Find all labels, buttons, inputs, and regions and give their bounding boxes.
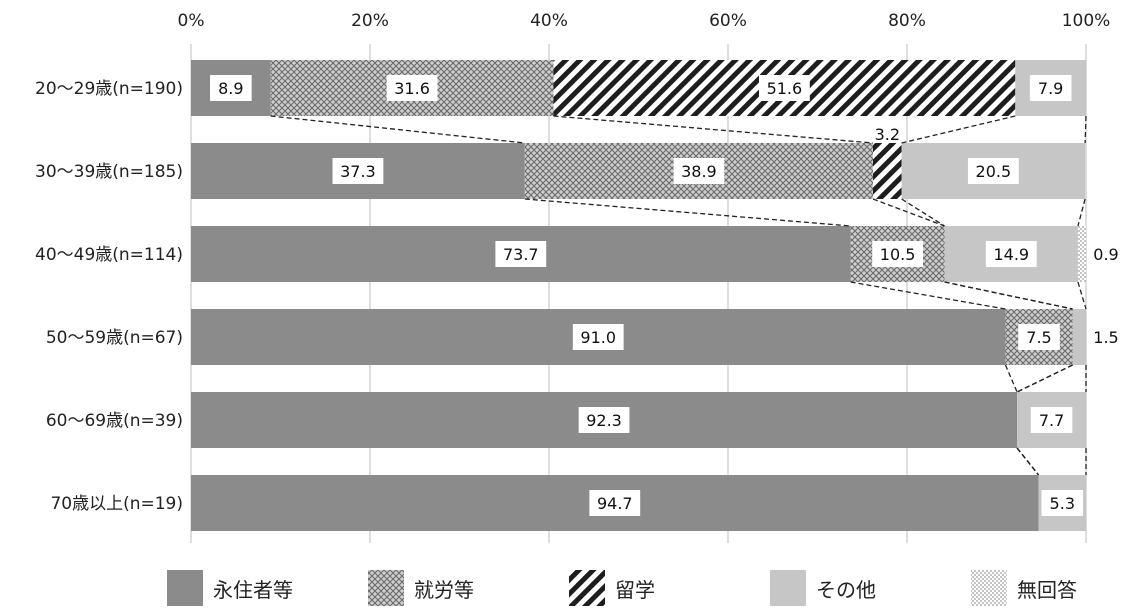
connector-line [1084, 115, 1087, 144]
data-label: 14.9 [993, 245, 1029, 264]
legend-label: 就労等 [414, 578, 474, 602]
category-labels: 20～29歳(n=190) 30～39歳(n=185) 40～49歳(n=114) 5… [35, 79, 183, 514]
connector-line [1077, 281, 1087, 310]
connector-line [270, 115, 525, 144]
bar-segment [1077, 226, 1086, 282]
data-label-box [1041, 490, 1084, 516]
legend-label: 留学 [615, 578, 655, 602]
data-label: 0.9 [1093, 245, 1118, 264]
data-label: 51.6 [767, 79, 803, 98]
data-label-box [872, 241, 924, 267]
data-label-box [495, 241, 547, 267]
connector-line [944, 281, 1073, 310]
data-label: 92.3 [586, 411, 622, 430]
category-label: 70歳以上(n=19) [50, 494, 183, 514]
legend-label: その他 [816, 578, 876, 602]
data-label-box [758, 75, 810, 101]
x-tick-label: 80% [888, 11, 926, 31]
data-label: 73.7 [503, 245, 539, 264]
data-label: 10.5 [880, 245, 916, 264]
connector-line [524, 198, 851, 227]
series-connector-lines [270, 115, 1087, 476]
category-label: 20～29歳(n=190) [35, 79, 183, 99]
category-label: 60～69歳(n=39) [46, 411, 183, 431]
legend-label: 無回答 [1017, 578, 1077, 602]
category-label: 50～59歳(n=67) [46, 328, 183, 348]
data-label: 31.6 [394, 79, 430, 98]
x-tick-label: 0% [178, 11, 205, 31]
data-label: 94.7 [597, 494, 633, 513]
data-label: 7.5 [1026, 328, 1051, 347]
data-label: 7.9 [1038, 79, 1063, 98]
connector-line [850, 281, 1006, 310]
category-label: 40～49歳(n=114) [35, 245, 183, 265]
data-labels: 8.9 31.6 51.6 7.9 37.3 38.9 3.2 20.5 73.7 10.5 14.… [210, 75, 1119, 516]
data-label-box [210, 75, 252, 101]
data-label-box [985, 241, 1037, 267]
data-label: 3.2 [875, 125, 900, 144]
bar-segment [872, 143, 902, 199]
data-label: 1.5 [1093, 328, 1118, 347]
data-label-box [572, 324, 624, 350]
gridlines [190, 44, 1087, 543]
legend-swatch [770, 570, 806, 606]
x-axis-ticks: 0% 20% 40% 60% 80% 100% [178, 11, 1111, 31]
x-tick-label: 60% [709, 11, 747, 31]
data-label-box [673, 158, 725, 184]
legend-swatch [368, 570, 404, 606]
connector-line [872, 198, 945, 227]
connector-line [901, 115, 1016, 144]
data-label-box [967, 158, 1019, 184]
x-tick-label: 20% [351, 11, 389, 31]
data-label: 91.0 [580, 328, 616, 347]
connector-line [1004, 364, 1018, 393]
data-label: 38.9 [681, 162, 717, 181]
legend-label: 永住者等 [213, 578, 293, 602]
data-label: 37.3 [340, 162, 376, 181]
connector-line [901, 198, 945, 227]
bar-segment [1072, 309, 1086, 365]
connector-line [1077, 198, 1086, 227]
data-label-box [1029, 75, 1072, 101]
data-label-box [332, 158, 384, 184]
legend-swatch [167, 570, 203, 606]
data-label-box [578, 407, 630, 433]
category-label: 30～39歳(n=185) [35, 162, 183, 182]
connector-line [1016, 447, 1040, 476]
connector-line [553, 115, 874, 144]
legend-swatch [971, 570, 1007, 606]
connector-line [1016, 364, 1073, 393]
legend-swatch [569, 570, 605, 606]
data-label-box [1030, 407, 1073, 433]
data-label-box [386, 75, 438, 101]
data-label-box [589, 490, 641, 516]
data-label-box [1018, 324, 1060, 350]
data-label: 20.5 [976, 162, 1012, 181]
legend: 永住者等 就労等 留学 その他 無回答 [167, 570, 1077, 606]
data-label: 7.7 [1039, 411, 1064, 430]
data-label: 5.3 [1050, 494, 1075, 513]
x-tick-label: 100% [1062, 11, 1111, 31]
x-tick-label: 40% [530, 11, 568, 31]
data-label: 8.9 [218, 79, 243, 98]
